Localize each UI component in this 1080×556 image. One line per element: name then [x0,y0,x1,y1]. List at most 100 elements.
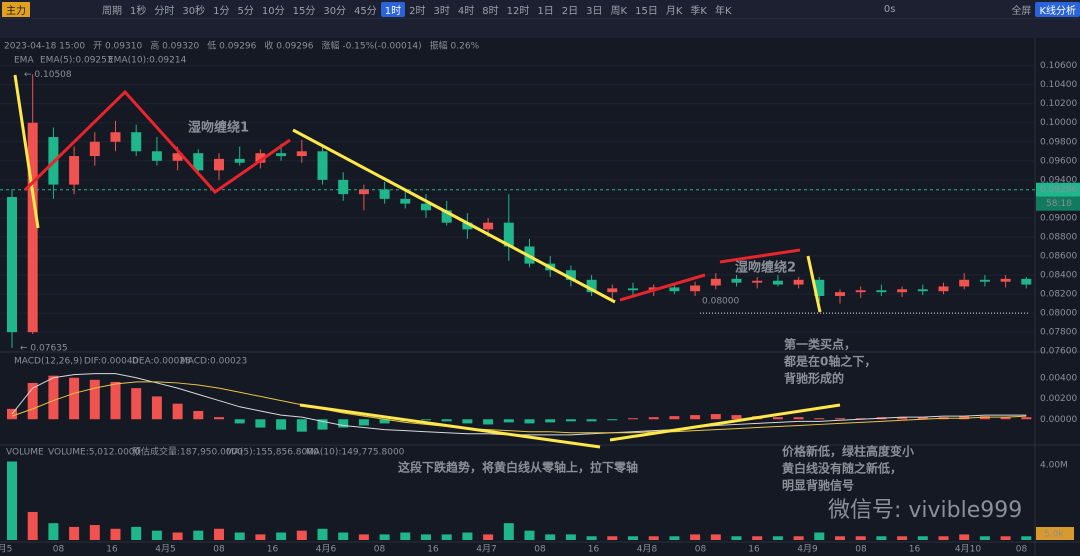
interval[interactable]: 周K [610,5,628,17]
interval[interactable]: 15日 [635,5,658,17]
macd-bar [565,419,576,422]
volume-bar [1021,536,1032,540]
interval[interactable]: 3时 [433,5,450,17]
macd-bar [917,417,928,420]
interval[interactable]: 30秒 [182,5,206,17]
volume-bar [979,536,990,540]
volume-bar [710,534,721,540]
volume-bar [441,534,452,540]
x-tick-label: 08 [1016,545,1028,555]
candle-body [565,270,576,280]
interval[interactable]: 5分 [237,5,254,17]
plot-bg [0,38,1080,556]
macd-bar [710,414,721,420]
macd-bar [772,417,783,420]
macd-bar [483,419,494,425]
y-tick-label: 0.07800 [1040,328,1077,338]
arrow [13,74,40,229]
macd-bar [48,375,59,420]
candle-body [876,290,887,293]
x-tick-label: 16 [588,545,600,555]
volume-bar [503,523,514,540]
macd-bar [296,419,307,432]
volume-bar [917,536,928,540]
watermark: 微信号: vivible999 [828,498,1022,523]
candle-body [793,279,804,285]
candle-body [938,286,949,292]
legend-item: DIF:0.00040 [84,357,139,367]
y-tick-label: 0.08800 [1040,232,1077,242]
interval[interactable]: 1日 [537,5,554,17]
fullscreen[interactable]: 全屏 [1011,5,1032,17]
volume-bar [172,532,183,540]
last-price-box [1036,182,1080,197]
interval[interactable]: 月K [665,5,683,17]
volume-bar [959,534,970,540]
interval[interactable]: 2日 [561,5,579,17]
macd-bar [151,396,162,420]
legend-item: EMA(5):0.09253 [40,56,113,66]
y-tick-label: 0.08000 [1040,309,1077,319]
volume-bar [131,526,142,540]
period[interactable]: 周期 [102,5,122,17]
x-tick-label: 16 [427,545,439,555]
macd-bar [1021,417,1032,420]
candle-body [607,288,618,293]
interval[interactable]: 分时 [154,5,175,17]
x-tick-label: 08 [213,545,225,555]
interval[interactable]: 4时 [457,5,475,17]
interval[interactable]: 15分 [292,5,316,17]
volume-bar [234,532,245,540]
legend-item: EMA(10):0.09214 [108,56,187,66]
arrow [299,403,601,449]
macd-bar [793,417,804,420]
interval[interactable]: 2时 [409,5,426,17]
macd-bar [503,419,514,423]
volume-bar [772,536,783,540]
interval[interactable]: 8时 [482,5,499,17]
interval[interactable]: 3日 [586,5,603,17]
interval[interactable]: 12时 [506,5,530,17]
logo[interactable]: 主力 [2,1,30,17]
annotation: 明显背驰信号 [782,478,854,493]
info-item: 振幅 0.26% [430,40,480,52]
interval[interactable]: 1秒 [130,5,147,17]
interval[interactable]: 1分 [213,5,230,17]
candle-body [110,132,121,142]
macd-bar [27,382,38,420]
volume-bar [897,536,908,540]
interval[interactable]: 45分 [354,5,377,17]
volume-bar [793,536,804,540]
candle-body [814,279,825,296]
interval[interactable]: 年K [714,5,732,17]
interval[interactable]: 1时 [380,1,406,17]
legend-item: VOLUME:5,012.0000 [48,448,141,458]
interval[interactable]: 季K [690,5,707,17]
y-tick-label: 0.09800 [1040,137,1077,147]
annotation: 这段下跌趋势，将黄白线从零轴上，拉下零轴 [398,460,638,475]
interval[interactable]: 30分 [323,5,347,17]
info-item: 低 0.09296 [207,40,256,52]
volume-bar [69,526,80,540]
x-tick-label: 4月10 [955,544,981,555]
interval[interactable]: 10分 [261,5,285,17]
candle-body [483,222,494,230]
analysis[interactable]: K线分析 [1035,1,1080,17]
candle-body [255,153,266,163]
volume-bar [628,536,638,540]
candle-body [855,290,866,293]
candle-body [835,292,845,296]
volume-bar [586,536,597,540]
volume-bar [7,461,17,540]
y-tick-label: 0.09000 [1040,213,1077,223]
annotation: 湿吻缠绕1 [188,120,249,136]
macd-bar [462,419,473,424]
y-tick-label: 0.10600 [1040,61,1077,71]
x-tick-label: 4月8 [637,544,658,555]
candle-body [296,151,307,157]
x-tick-label: 08 [534,545,546,555]
macd-bar [648,417,659,420]
candle-body [151,151,162,161]
candle-body [131,132,142,152]
